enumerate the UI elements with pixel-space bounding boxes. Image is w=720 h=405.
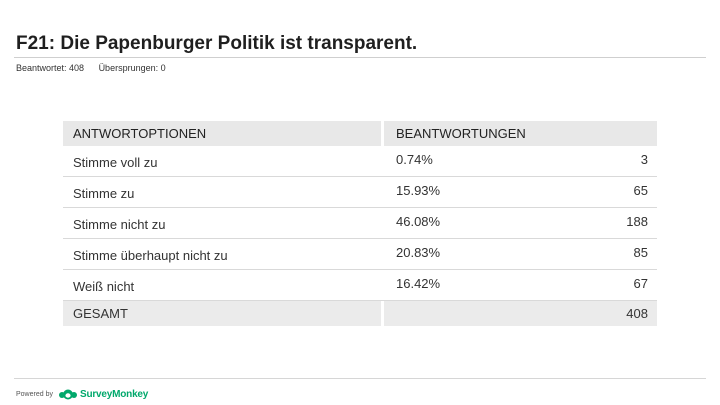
row-count: 85 xyxy=(633,245,648,260)
total-count: 408 xyxy=(626,306,648,321)
row-count: 67 xyxy=(633,276,648,291)
header-responses: BEANTWORTUNGEN xyxy=(384,121,657,146)
row-count: 188 xyxy=(626,214,648,229)
question-title: F21: Die Papenburger Politik ist transpa… xyxy=(16,33,418,54)
total-row: GESAMT 408 xyxy=(63,301,657,326)
powered-by-text: Powered by xyxy=(16,390,53,398)
row-percent: 20.83% xyxy=(396,245,441,260)
table-row: Stimme überhaupt nicht zu 20.83% 85 xyxy=(63,239,657,270)
title-divider xyxy=(14,57,706,58)
table-row: Weiß nicht 16.42% 67 xyxy=(63,270,657,301)
row-label: Stimme überhaupt nicht zu xyxy=(73,248,228,263)
header-options: ANTWORTOPTIONEN xyxy=(63,121,381,146)
surveymonkey-logo-icon xyxy=(58,389,77,400)
row-label: Stimme zu xyxy=(73,186,135,201)
results-table: ANTWORTOPTIONEN BEANTWORTUNGEN Stimme vo… xyxy=(63,121,657,326)
row-count: 3 xyxy=(640,152,648,167)
row-label: Stimme voll zu xyxy=(73,155,158,170)
answered-count: Beantwortet: 408 xyxy=(16,63,85,73)
table-row: Stimme voll zu 0.74% 3 xyxy=(63,146,657,177)
table-row: Stimme nicht zu 46.08% 188 xyxy=(63,208,657,239)
table-header: ANTWORTOPTIONEN BEANTWORTUNGEN xyxy=(63,121,657,146)
row-label: Stimme nicht zu xyxy=(73,217,166,232)
row-percent: 0.74% xyxy=(396,152,433,167)
row-percent: 16.42% xyxy=(396,276,441,291)
row-label: Weiß nicht xyxy=(73,279,135,294)
row-percent: 15.93% xyxy=(396,183,441,198)
surveymonkey-brand: SurveyMonkey xyxy=(79,388,149,400)
powered-by: Powered by SurveyMonkey xyxy=(16,388,148,400)
response-stats: Beantwortet: 408 Übersprungen: 0 xyxy=(16,63,178,73)
footer-divider xyxy=(14,378,706,379)
table-row: Stimme zu 15.93% 65 xyxy=(63,177,657,208)
header-responses-label: BEANTWORTUNGEN xyxy=(396,126,526,141)
row-count: 65 xyxy=(633,183,648,198)
surveymonkey-logo[interactable]: SurveyMonkey xyxy=(58,388,148,400)
total-label: GESAMT xyxy=(63,301,381,326)
skipped-count: Übersprungen: 0 xyxy=(98,63,166,73)
row-percent: 46.08% xyxy=(396,214,441,229)
